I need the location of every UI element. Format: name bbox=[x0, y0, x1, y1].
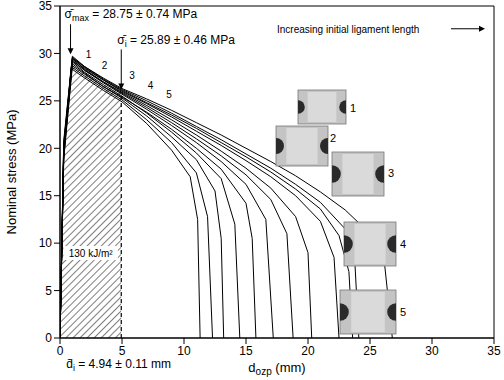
svg-text:0: 0 bbox=[45, 331, 52, 345]
svg-text:Nominal stress (MPa): Nominal stress (MPa) bbox=[4, 110, 19, 235]
svg-text:5: 5 bbox=[166, 89, 172, 100]
svg-text:4: 4 bbox=[148, 80, 154, 91]
svg-text:5: 5 bbox=[119, 344, 126, 358]
svg-text:2: 2 bbox=[102, 60, 108, 71]
svg-text:dozp (mm): dozp (mm) bbox=[248, 360, 305, 377]
svg-text:5: 5 bbox=[400, 306, 406, 318]
svg-text:σ̄i = 25.89 ± 0.46 MPa: σ̄i = 25.89 ± 0.46 MPa bbox=[117, 33, 235, 49]
svg-text:30: 30 bbox=[425, 344, 439, 358]
svg-text:3: 3 bbox=[388, 167, 394, 179]
svg-text:35: 35 bbox=[487, 344, 501, 358]
svg-text:30: 30 bbox=[39, 47, 53, 61]
svg-text:3: 3 bbox=[129, 70, 135, 81]
svg-text:20: 20 bbox=[301, 344, 315, 358]
svg-text:25: 25 bbox=[363, 344, 377, 358]
svg-text:σ̄max = 28.75 ± 0.74 MPa: σ̄max = 28.75 ± 0.74 MPa bbox=[65, 7, 198, 23]
svg-text:25: 25 bbox=[39, 94, 53, 108]
svg-text:10: 10 bbox=[39, 236, 53, 250]
svg-text:4: 4 bbox=[400, 238, 406, 250]
svg-text:130 kJ/m²: 130 kJ/m² bbox=[69, 248, 114, 259]
svg-text:d̄i = 4.94 ± 0.11 mm: d̄i = 4.94 ± 0.11 mm bbox=[66, 357, 171, 373]
svg-text:1: 1 bbox=[86, 49, 92, 60]
svg-text:0: 0 bbox=[57, 344, 64, 358]
svg-text:2: 2 bbox=[330, 132, 336, 144]
svg-text:20: 20 bbox=[39, 142, 53, 156]
svg-text:1: 1 bbox=[350, 102, 356, 114]
svg-text:Increasing initial ligament le: Increasing initial ligament length bbox=[277, 24, 419, 35]
svg-text:10: 10 bbox=[177, 344, 191, 358]
svg-text:15: 15 bbox=[239, 344, 253, 358]
svg-text:35: 35 bbox=[39, 0, 53, 13]
svg-text:5: 5 bbox=[45, 284, 52, 298]
svg-text:15: 15 bbox=[39, 189, 53, 203]
